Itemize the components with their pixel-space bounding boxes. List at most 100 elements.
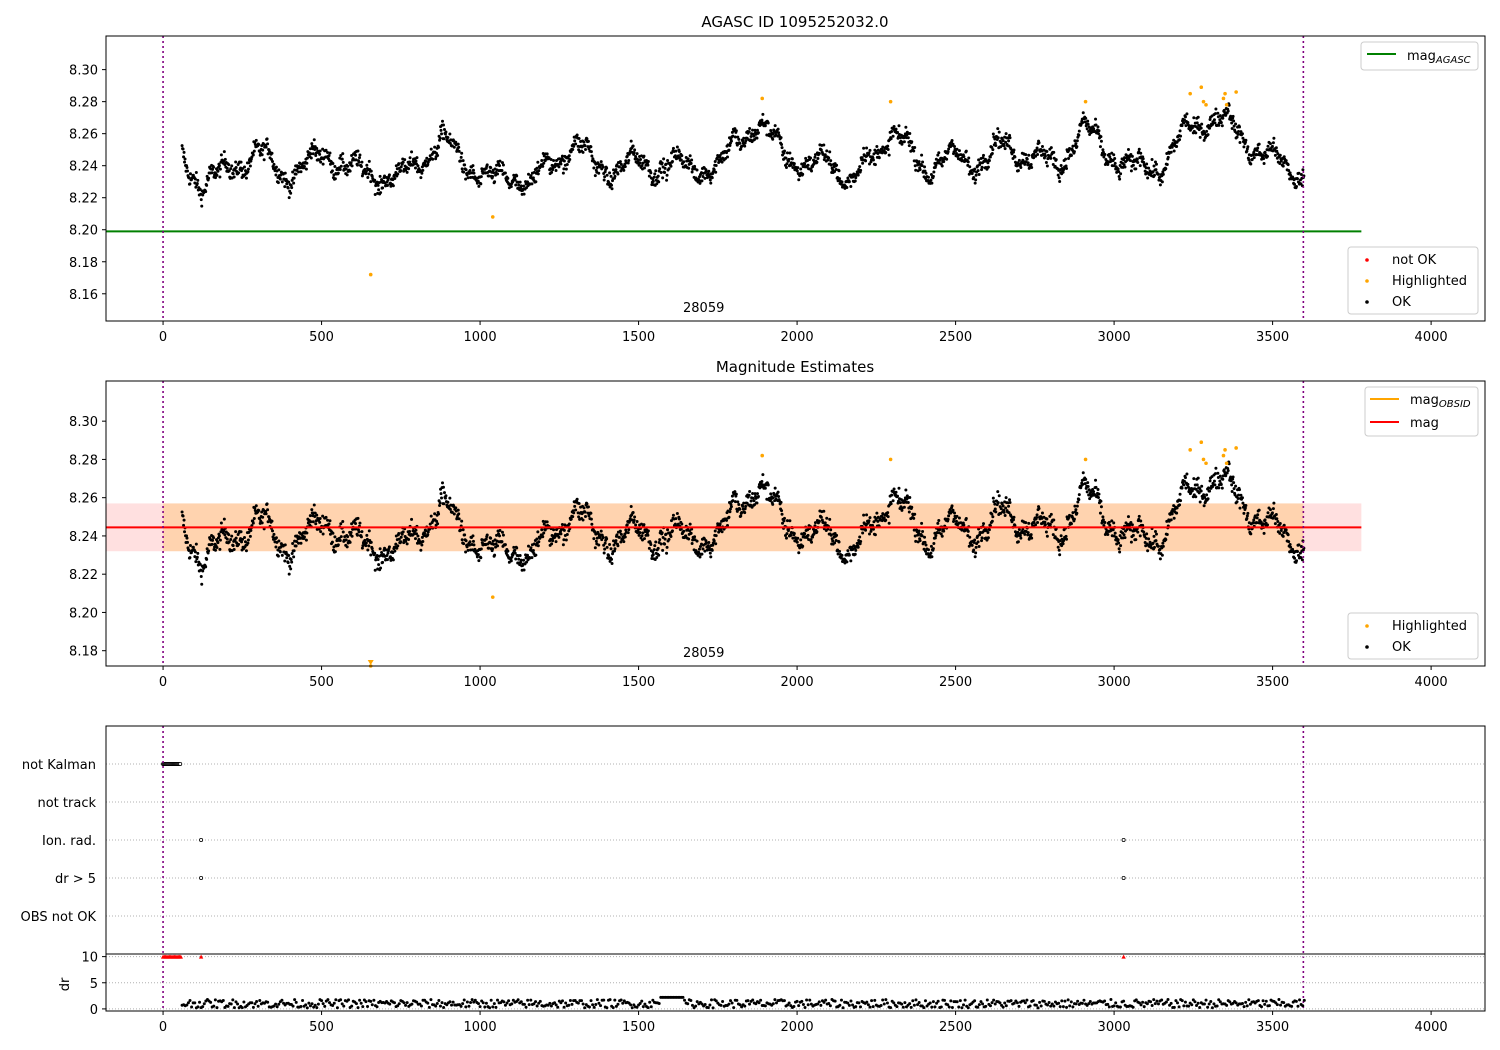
- dr-point: [529, 998, 533, 1002]
- ok-point: [997, 130, 1001, 134]
- ok-point: [652, 175, 656, 179]
- ok-point: [1186, 482, 1190, 486]
- ok-point: [633, 515, 637, 519]
- ok-point: [822, 509, 826, 513]
- ok-point: [1242, 145, 1246, 149]
- p2-xtick-label: 500: [309, 675, 334, 690]
- ok-point: [934, 534, 938, 538]
- ok-point: [204, 190, 208, 194]
- dr-point: [465, 1000, 469, 1004]
- ok-point: [1058, 179, 1062, 183]
- ok-point: [194, 560, 198, 564]
- ok-point: [1023, 532, 1027, 536]
- ok-point: [377, 563, 381, 567]
- ok-point: [373, 178, 377, 182]
- ok-point: [682, 529, 686, 533]
- ok-point: [1081, 471, 1085, 475]
- ok-point: [401, 530, 405, 534]
- ok-point: [602, 178, 606, 182]
- ok-point: [341, 530, 345, 534]
- ok-point: [755, 501, 759, 505]
- ok-point: [217, 164, 221, 168]
- ok-point: [1231, 114, 1235, 118]
- ok-point: [239, 160, 243, 164]
- ok-point: [479, 182, 483, 186]
- ok-point: [401, 160, 405, 164]
- ok-point: [369, 540, 373, 544]
- ok-point: [819, 515, 823, 519]
- ok-point: [609, 174, 613, 178]
- ok-point: [213, 176, 217, 180]
- ok-point: [967, 156, 971, 160]
- ok-point: [1192, 116, 1196, 120]
- ok-point: [1266, 144, 1270, 148]
- ok-point: [999, 141, 1003, 145]
- ok-point: [829, 159, 833, 163]
- ok-point: [1131, 163, 1135, 167]
- ok-point: [602, 551, 606, 555]
- dr-point: [405, 1001, 409, 1005]
- ok-point: [780, 143, 784, 147]
- ok-point: [349, 161, 353, 165]
- ok-point: [663, 542, 667, 546]
- ok-point: [962, 155, 966, 159]
- ok-point: [1175, 145, 1179, 149]
- flag-point: [1121, 838, 1126, 843]
- ok-point: [310, 508, 314, 512]
- ok-point: [782, 519, 786, 523]
- ok-point: [835, 163, 839, 167]
- ok-point: [1113, 161, 1117, 165]
- ok-point: [782, 149, 786, 153]
- ok-point: [689, 161, 693, 165]
- ok-point: [1232, 487, 1236, 491]
- ok-point: [1232, 481, 1236, 485]
- dr-point: [562, 1005, 566, 1009]
- ok-point: [407, 167, 411, 171]
- ok-point: [240, 540, 244, 544]
- ok-point: [373, 551, 377, 555]
- ok-point: [1099, 505, 1103, 509]
- ok-point: [1160, 180, 1164, 184]
- ok-point: [809, 156, 813, 160]
- ok-point: [1268, 142, 1272, 146]
- dr-point: [307, 1001, 311, 1005]
- ok-point: [669, 164, 673, 168]
- dr-point: [335, 1006, 339, 1010]
- highlighted-point: [888, 99, 893, 104]
- ok-point: [887, 153, 891, 157]
- ok-point: [1108, 155, 1112, 159]
- ok-point: [742, 136, 746, 140]
- ok-point: [896, 494, 900, 498]
- dr-point: [429, 998, 433, 1002]
- ok-point: [940, 534, 944, 538]
- dr-point: [251, 1005, 255, 1009]
- ok-point: [423, 531, 427, 535]
- ok-point: [918, 168, 922, 172]
- ok-point: [396, 544, 400, 548]
- ok-point: [1030, 165, 1034, 169]
- ok-point: [378, 547, 382, 551]
- ok-point: [1150, 157, 1154, 161]
- ok-point: [840, 553, 844, 557]
- ok-point: [896, 130, 900, 134]
- dr-ytick-label: 5: [90, 977, 98, 992]
- ok-point: [274, 536, 278, 540]
- ok-point: [456, 508, 460, 512]
- ok-point: [231, 544, 235, 548]
- ok-point: [1075, 139, 1079, 143]
- ok-point: [348, 169, 352, 173]
- ok-point: [704, 541, 708, 545]
- ok-point: [741, 139, 745, 143]
- ok-point: [1073, 139, 1077, 143]
- ok-point: [777, 131, 781, 135]
- ok-point: [522, 184, 526, 188]
- ok-point: [1008, 136, 1012, 140]
- ok-point: [829, 528, 833, 532]
- ok-point: [731, 134, 735, 138]
- ok-point: [738, 141, 742, 145]
- ok-point: [838, 549, 842, 553]
- ok-point: [1219, 482, 1223, 486]
- ok-point: [217, 534, 221, 538]
- ok-point: [1272, 501, 1276, 505]
- ok-point: [349, 530, 353, 534]
